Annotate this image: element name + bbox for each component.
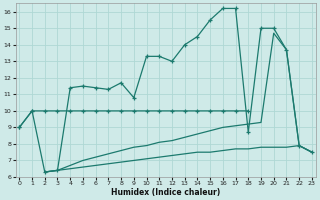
X-axis label: Humidex (Indice chaleur): Humidex (Indice chaleur) — [111, 188, 220, 197]
